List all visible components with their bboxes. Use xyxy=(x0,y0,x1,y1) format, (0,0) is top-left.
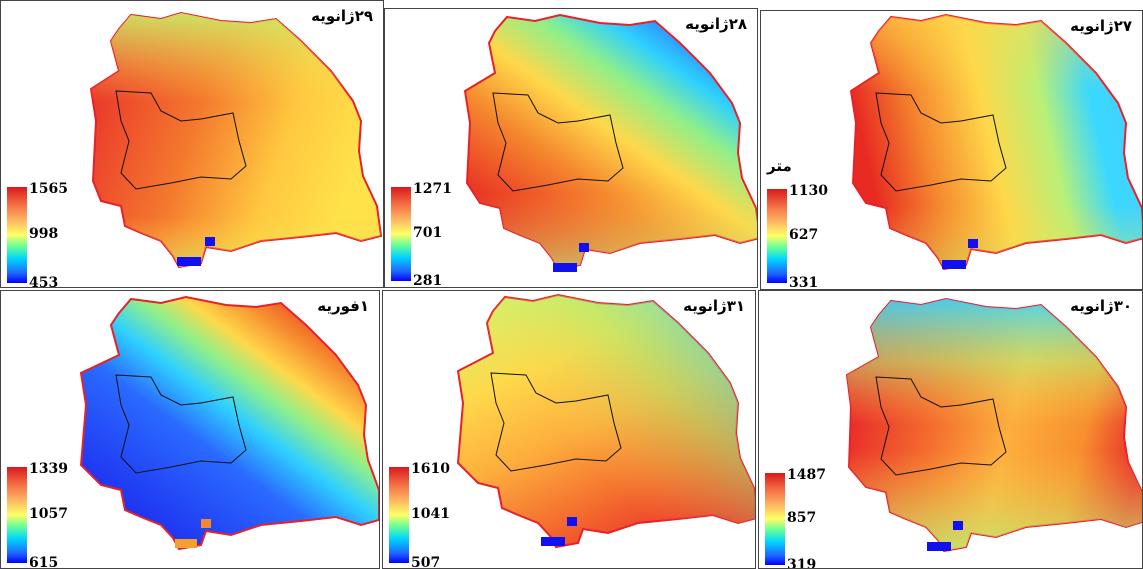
legend-max-label: 1487 xyxy=(787,467,826,483)
map-panel-feb1: ۱فوریه 1339 1057 615 xyxy=(0,290,380,569)
legend-max-label: 1130 xyxy=(789,183,828,199)
map-panel-jan27: ۲۷ژانویه متر 1130 627 331 xyxy=(760,10,1143,290)
legend-mid-label: 1041 xyxy=(411,506,450,522)
color-legend: 1130 627 331 xyxy=(767,183,828,289)
legend-min-label: 507 xyxy=(411,555,441,569)
snow-depth-map-jan31 xyxy=(456,293,755,549)
snow-depth-map-jan30 xyxy=(845,297,1142,553)
legend-color-ramp xyxy=(389,467,409,563)
legend-color-ramp xyxy=(767,189,787,283)
snow-depth-map-feb1 xyxy=(79,295,379,551)
map-panel-jan28: ۲۸ژانویه 1271 701 281 xyxy=(384,8,758,288)
legend-min-label: 331 xyxy=(789,275,819,290)
legend-unit-label: متر xyxy=(767,157,792,175)
legend-min-label: 453 xyxy=(29,275,59,288)
map-title: ۲۹ژانویه xyxy=(311,7,373,25)
map-title: ۲۷ژانویه xyxy=(1070,17,1132,35)
color-legend: 1487 857 319 xyxy=(765,467,826,568)
legend-color-ramp xyxy=(7,467,27,563)
legend-min-label: 615 xyxy=(29,555,59,569)
map-title: ۱فوریه xyxy=(317,297,369,315)
color-legend: 1339 1057 615 xyxy=(7,461,68,568)
legend-max-label: 1271 xyxy=(413,181,452,197)
legend-min-label: 319 xyxy=(787,557,817,569)
legend-max-label: 1565 xyxy=(29,181,68,197)
map-panel-jan30: ۳۰ژانویه 1487 857 319 xyxy=(758,290,1143,569)
snow-depth-map-jan28 xyxy=(463,13,757,272)
legend-max-label: 1610 xyxy=(411,461,450,477)
legend-mid-label: 1057 xyxy=(29,506,68,522)
map-panel-jan31: ۳۱ژانویه 1610 1041 507 xyxy=(382,290,756,569)
legend-color-ramp xyxy=(765,473,785,565)
map-title: ۲۸ژانویه xyxy=(685,15,747,33)
map-title: ۳۱ژانویه xyxy=(683,297,745,315)
legend-min-label: 281 xyxy=(413,273,443,288)
legend-color-ramp xyxy=(391,187,411,281)
color-legend: 1271 701 281 xyxy=(391,181,452,287)
map-title: ۳۰ژانویه xyxy=(1070,297,1132,315)
legend-mid-label: 857 xyxy=(787,510,817,526)
legend-mid-label: 998 xyxy=(29,226,59,242)
map-panel-jan29: ۲۹ژانویه 1565 998 453 xyxy=(0,0,384,288)
legend-mid-label: 701 xyxy=(413,225,443,241)
color-legend: 1565 998 453 xyxy=(7,181,68,287)
snow-depth-map-jan29 xyxy=(89,11,383,269)
snow-depth-map-jan27 xyxy=(849,13,1142,271)
color-legend: 1610 1041 507 xyxy=(389,461,450,568)
legend-max-label: 1339 xyxy=(29,461,68,477)
legend-mid-label: 627 xyxy=(789,227,819,243)
legend-color-ramp xyxy=(7,187,27,283)
